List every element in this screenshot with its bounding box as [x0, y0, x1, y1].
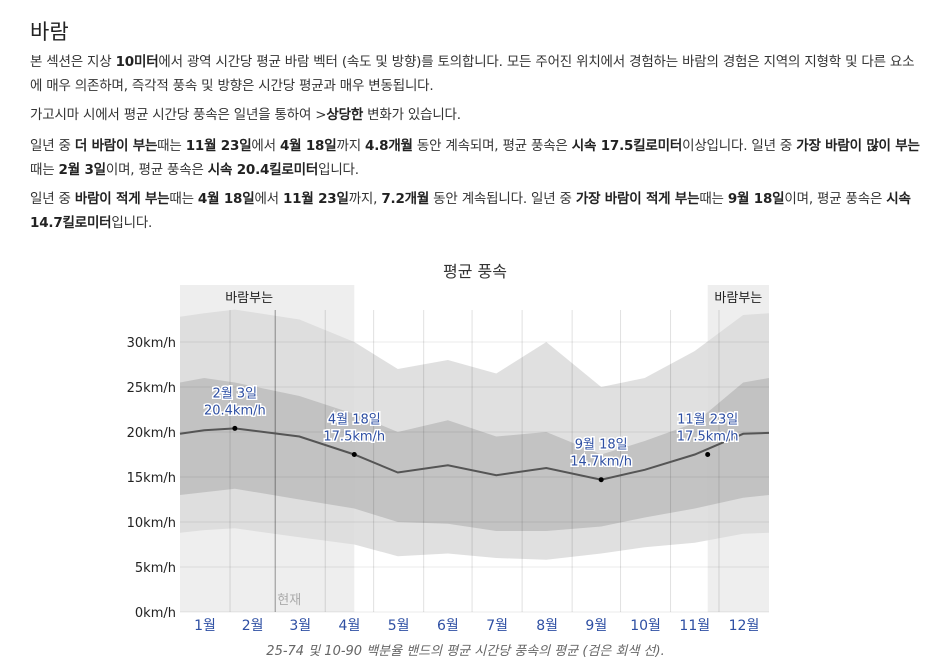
- annotation-date: 2월 3일: [213, 386, 258, 401]
- paragraph-text: 일년 중: [30, 191, 75, 207]
- highlight-text: 7.2개월: [381, 191, 430, 207]
- paragraph-text: 가고시마 시에서 평균 시간당 풍속은 일년을 통하여 >: [30, 107, 327, 123]
- y-tick-label: 20km/h: [127, 426, 176, 441]
- annotation-point: [598, 477, 604, 483]
- paragraph-text: 동안 계속됩니다. 일년 중: [429, 191, 576, 207]
- paragraph-text: 입니다.: [111, 215, 153, 231]
- paragraph-text: 이상입니다. 일년 중: [682, 138, 797, 154]
- highlight-text: 11월 23일: [282, 191, 349, 207]
- section-title: 바람: [30, 20, 69, 44]
- highlight-text: 시속 17.5킬로미터: [571, 138, 683, 154]
- highlight-text: 11월 23일: [185, 138, 252, 154]
- paragraph-text: 에서: [251, 138, 280, 154]
- highlight-text: 더 바람이 부는: [74, 138, 158, 154]
- windy-period-label: 바람부는: [714, 291, 762, 306]
- x-tick-label: 8월: [536, 618, 558, 634]
- highlight-text: 시속 14.7킬로미터: [30, 191, 911, 231]
- highlight-text: 가장 바람이 적게 부는: [575, 191, 700, 207]
- paragraph-text: 본 섹션은 지상: [30, 54, 116, 70]
- annotation-date: 4월 18일: [328, 413, 381, 428]
- current-date-label: 현재: [277, 593, 301, 608]
- paragraph-text: 이며, 평균 풍속은: [105, 162, 208, 178]
- paragraph-text: 때는: [30, 162, 59, 178]
- windier-paragraph: 일년 중 더 바람이 부는때는 11월 23일에서 4월 18일까지 4.8개월…: [30, 134, 920, 182]
- variation-paragraph: 가고시마 시에서 평균 시간당 풍속은 일년을 통하여 >상당한 변화가 있습니…: [30, 103, 920, 127]
- x-tick-label: 9월: [585, 618, 607, 634]
- x-tick-label: 1월: [194, 618, 216, 634]
- x-tick-label: 12월: [729, 618, 760, 634]
- x-tick-label: 2월: [242, 618, 264, 634]
- annotation-date: 11월 23일: [677, 413, 738, 428]
- calmer-paragraph: 일년 중 바람이 적게 부는때는 4월 18일에서 11월 23일까지, 7.2…: [30, 187, 920, 235]
- x-tick-label: 10월: [630, 618, 661, 634]
- annotation-speed: 17.5km/h: [677, 430, 739, 445]
- highlight-text: 10미터: [115, 54, 159, 70]
- paragraph-text: 변화가 있습니다.: [363, 107, 461, 123]
- chart-caption: 25-74 및 10-90 백분율 밴드의 평균 시간당 풍속의 평균 (검은 …: [266, 644, 665, 659]
- annotation-speed: 14.7km/h: [570, 455, 632, 470]
- highlight-text: 9월 18일: [727, 191, 785, 207]
- highlight-text: 시속 20.4킬로미터: [207, 162, 319, 178]
- x-tick-label: 5월: [388, 618, 410, 634]
- x-tick-label: 3월: [289, 618, 311, 634]
- highlight-text: 가장 바람이 많이 부는: [796, 138, 920, 154]
- paragraph-text: 때는: [169, 191, 198, 207]
- highlight-text: 바람이 적게 부는: [74, 191, 170, 207]
- annotation-speed: 20.4km/h: [204, 403, 266, 418]
- y-tick-label: 30km/h: [127, 336, 176, 351]
- paragraph-text: 때는: [157, 138, 186, 154]
- x-tick-label: 7월: [486, 618, 508, 634]
- y-tick-label: 10km/h: [127, 516, 176, 531]
- x-tick-label: 11월: [679, 618, 710, 634]
- paragraph-text: 에서: [254, 191, 283, 207]
- annotation-speed: 17.5km/h: [323, 430, 385, 445]
- annotation-point: [232, 425, 238, 431]
- band-25-75: [180, 378, 769, 531]
- windy-period-label: 바람부는: [225, 291, 273, 306]
- x-tick-label: 4월: [339, 618, 361, 634]
- annotation-point: [705, 452, 711, 457]
- highlight-text: 4월 18일: [197, 191, 255, 207]
- paragraph-text: 까지: [336, 138, 366, 154]
- y-tick-label: 0km/h: [135, 606, 176, 621]
- mean-line: [179, 427, 770, 481]
- paragraph-text: 이며, 평균 풍속은: [784, 191, 887, 207]
- highlight-text: 4.8개월: [365, 138, 413, 154]
- paragraph-text: 동안 계속되며, 평균 풍속은: [412, 138, 572, 154]
- highlight-text: 상당한: [326, 107, 364, 123]
- paragraph-text: 일년 중: [30, 138, 75, 154]
- x-tick-label: 6월: [437, 618, 459, 634]
- highlight-text: 4월 18일: [279, 138, 337, 154]
- annotation-date: 9월 18일: [575, 438, 628, 453]
- paragraph-text: 입니다.: [318, 162, 359, 178]
- y-tick-label: 25km/h: [127, 381, 176, 396]
- intro-paragraph: 본 섹션은 지상 10미터에서 광역 시간당 평균 바람 벡터 (속도 및 방향…: [30, 50, 920, 98]
- annotation-point: [351, 452, 357, 457]
- chart-title: 평균 풍속: [443, 262, 507, 281]
- paragraph-text: 때는: [699, 191, 728, 207]
- paragraph-text: 에서 광역 시간당 평균 바람 벡터 (속도 및 방향)를 토의합니다. 모든 …: [30, 54, 915, 94]
- y-tick-label: 15km/h: [127, 471, 176, 486]
- paragraph-text: 까지,: [348, 191, 382, 207]
- y-tick-label: 5km/h: [135, 561, 176, 576]
- highlight-text: 2월 3일: [58, 162, 107, 178]
